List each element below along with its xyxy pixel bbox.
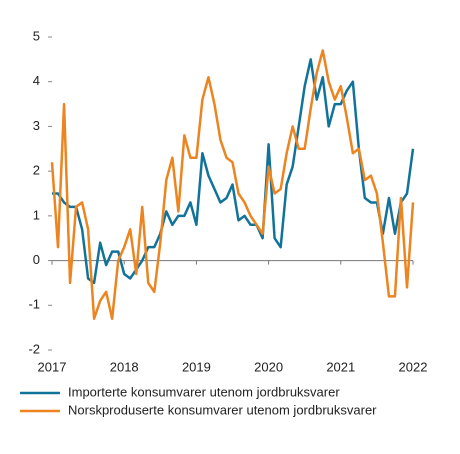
legend-label: Importerte konsumvarer utenom jordbruksv… [68, 384, 340, 399]
x-tick-label: 2021 [326, 359, 355, 374]
x-tick-label: 2018 [110, 359, 139, 374]
legend-label: Norskproduserte konsumvarer utenom jordb… [68, 402, 377, 417]
series-line [52, 58, 415, 285]
y-tick-label: 5 [33, 28, 40, 43]
y-tick-label: 2 [33, 163, 40, 178]
y-tick-label: 1 [33, 207, 40, 222]
y-tick-label: 0 [33, 252, 40, 267]
y-tick-label: 4 [33, 73, 40, 88]
x-tick-label: 2019 [182, 359, 211, 374]
x-tick-label: 2022 [399, 359, 428, 374]
y-tick-label: -1 [28, 297, 40, 312]
x-tick-label: 2020 [254, 359, 283, 374]
series-line [50, 49, 415, 320]
y-tick-label: -2 [28, 341, 40, 356]
y-tick-label: 3 [33, 118, 40, 133]
x-tick-label: 2017 [38, 359, 67, 374]
